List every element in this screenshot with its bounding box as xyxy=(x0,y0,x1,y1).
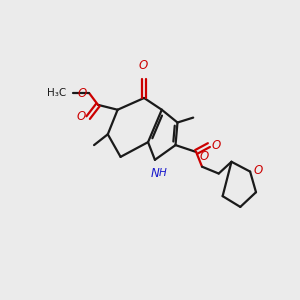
Text: O: O xyxy=(77,110,86,123)
Text: O: O xyxy=(139,59,148,73)
Text: N: N xyxy=(151,167,159,180)
Text: O: O xyxy=(200,150,208,163)
Text: O: O xyxy=(78,87,87,100)
Text: O: O xyxy=(253,164,262,177)
Text: H₃C: H₃C xyxy=(47,88,67,98)
Text: H: H xyxy=(159,168,166,178)
Text: O: O xyxy=(211,139,220,152)
